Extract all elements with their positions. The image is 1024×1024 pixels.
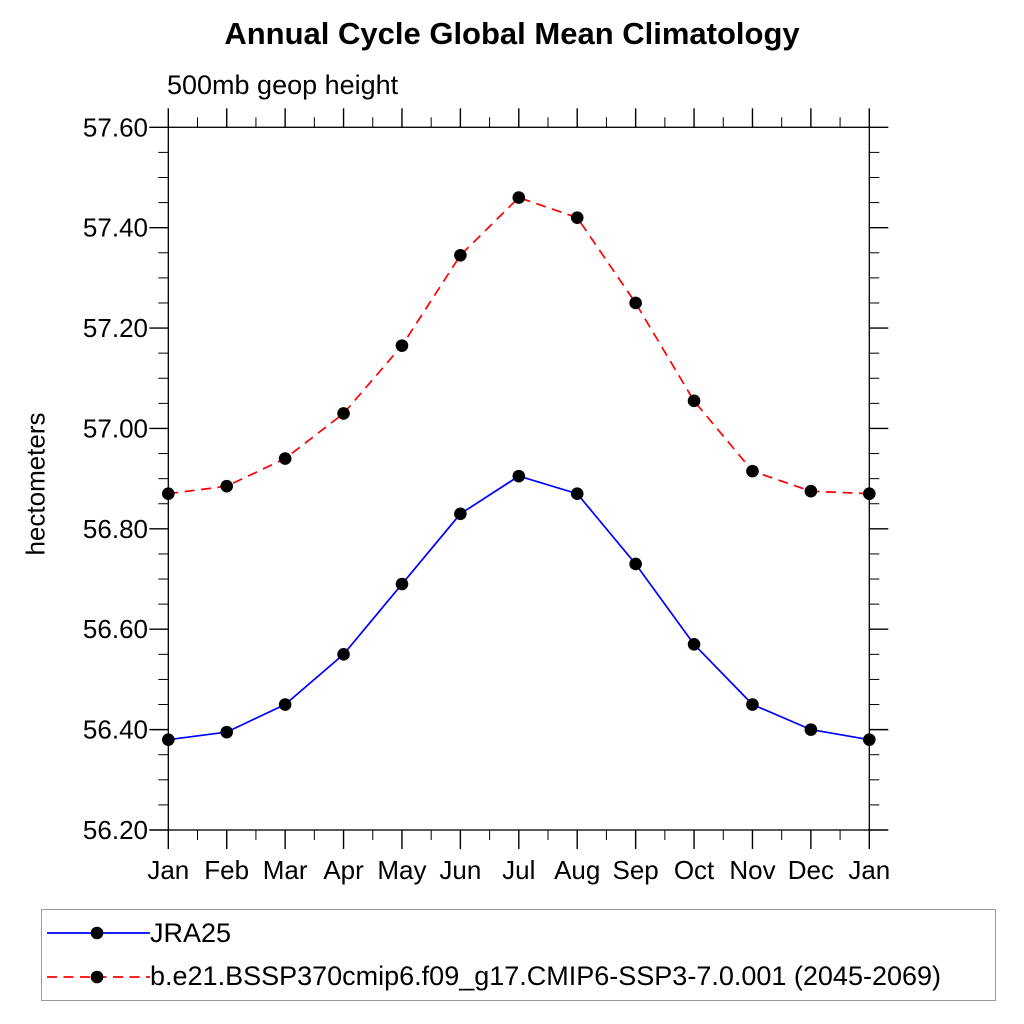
x-axis-tick-label: Mar xyxy=(263,855,308,885)
x-axis-tick-label: Dec xyxy=(788,855,834,885)
legend-sample-marker-icon xyxy=(90,970,104,984)
series-line-jra25 xyxy=(168,475,870,741)
data-point-marker xyxy=(629,557,642,571)
x-axis-tick-label: Apr xyxy=(323,855,364,885)
data-point-marker xyxy=(512,191,526,204)
data-point-marker xyxy=(162,733,175,746)
y-axis-tick-label: 57.00 xyxy=(83,413,148,443)
data-point-marker xyxy=(863,733,876,746)
data-point-marker xyxy=(337,648,350,661)
legend-label-jra25: JRA25 xyxy=(150,917,232,948)
y-axis-tick-label: 57.20 xyxy=(83,313,148,343)
x-axis-tick-label: Jul xyxy=(502,855,535,885)
data-point-marker xyxy=(804,484,818,498)
data-point-marker xyxy=(162,487,175,501)
data-point-marker xyxy=(337,407,350,420)
data-point-marker xyxy=(687,394,701,408)
data-point-marker xyxy=(629,296,642,310)
legend-label-model: b.e21.BSSP370cmip6.f09_g17.CMIP6-SSP3-7.… xyxy=(150,961,942,992)
data-point-marker xyxy=(220,479,234,493)
y-axis-tick-label: 56.40 xyxy=(83,715,148,745)
plot-area: 56.20 56.40 56.60 56.80 57.00 57.20 57.40 57.60… xyxy=(83,108,890,885)
y-axis-tick-label: 56.20 xyxy=(83,815,148,845)
data-point-marker xyxy=(687,637,701,651)
y-axis-tick-label: 57.60 xyxy=(83,112,148,142)
data-point-marker xyxy=(804,723,818,736)
x-axis-tick-label: Jun xyxy=(439,855,481,885)
legend-item-model: b.e21.BSSP370cmip6.f09_g17.CMIP6-SSP3-7.… xyxy=(47,956,995,997)
data-point-marker xyxy=(278,698,292,711)
data-point-marker xyxy=(395,577,409,591)
legend-line-sample-red xyxy=(47,970,150,984)
x-axis-tick-label: Aug xyxy=(554,855,600,885)
x-axis-tick-label: Feb xyxy=(204,855,249,885)
x-axis-tick-label: Nov xyxy=(729,855,775,885)
legend-sample-marker-icon xyxy=(90,926,104,940)
legend-line-sample-blue xyxy=(47,926,150,940)
data-point-marker xyxy=(395,339,409,352)
data-point-marker xyxy=(570,487,584,501)
data-point-marker xyxy=(746,464,759,478)
x-axis-tick-label: Jan xyxy=(848,855,890,885)
data-point-marker xyxy=(454,248,467,262)
x-axis-tick-label: Oct xyxy=(674,855,715,885)
series-line-model xyxy=(168,196,870,495)
y-axis-tick-label: 56.60 xyxy=(83,614,148,644)
y-axis-tick-label: 56.80 xyxy=(83,514,148,544)
data-point-marker xyxy=(278,452,292,465)
data-point-marker xyxy=(512,469,526,483)
chart-subtitle: 500mb geop height xyxy=(167,70,399,100)
x-axis-tick-label: Jan xyxy=(147,855,189,885)
x-axis-tick-label: Sep xyxy=(613,855,659,885)
y-axis-tick-label: 57.40 xyxy=(83,213,148,243)
data-point-marker xyxy=(570,211,584,224)
data-point-marker xyxy=(220,725,234,739)
data-point-marker xyxy=(746,698,759,711)
chart-title: Annual Cycle Global Mean Climatology xyxy=(224,16,800,51)
data-point-marker xyxy=(454,507,467,521)
data-point-marker xyxy=(863,487,876,501)
x-axis-tick-label: May xyxy=(377,855,426,885)
legend-item-jra25: JRA25 xyxy=(47,913,995,954)
legend-box: JRA25 b.e21.BSSP370cmip6.f09_g17.CMIP6-S… xyxy=(41,909,996,1001)
